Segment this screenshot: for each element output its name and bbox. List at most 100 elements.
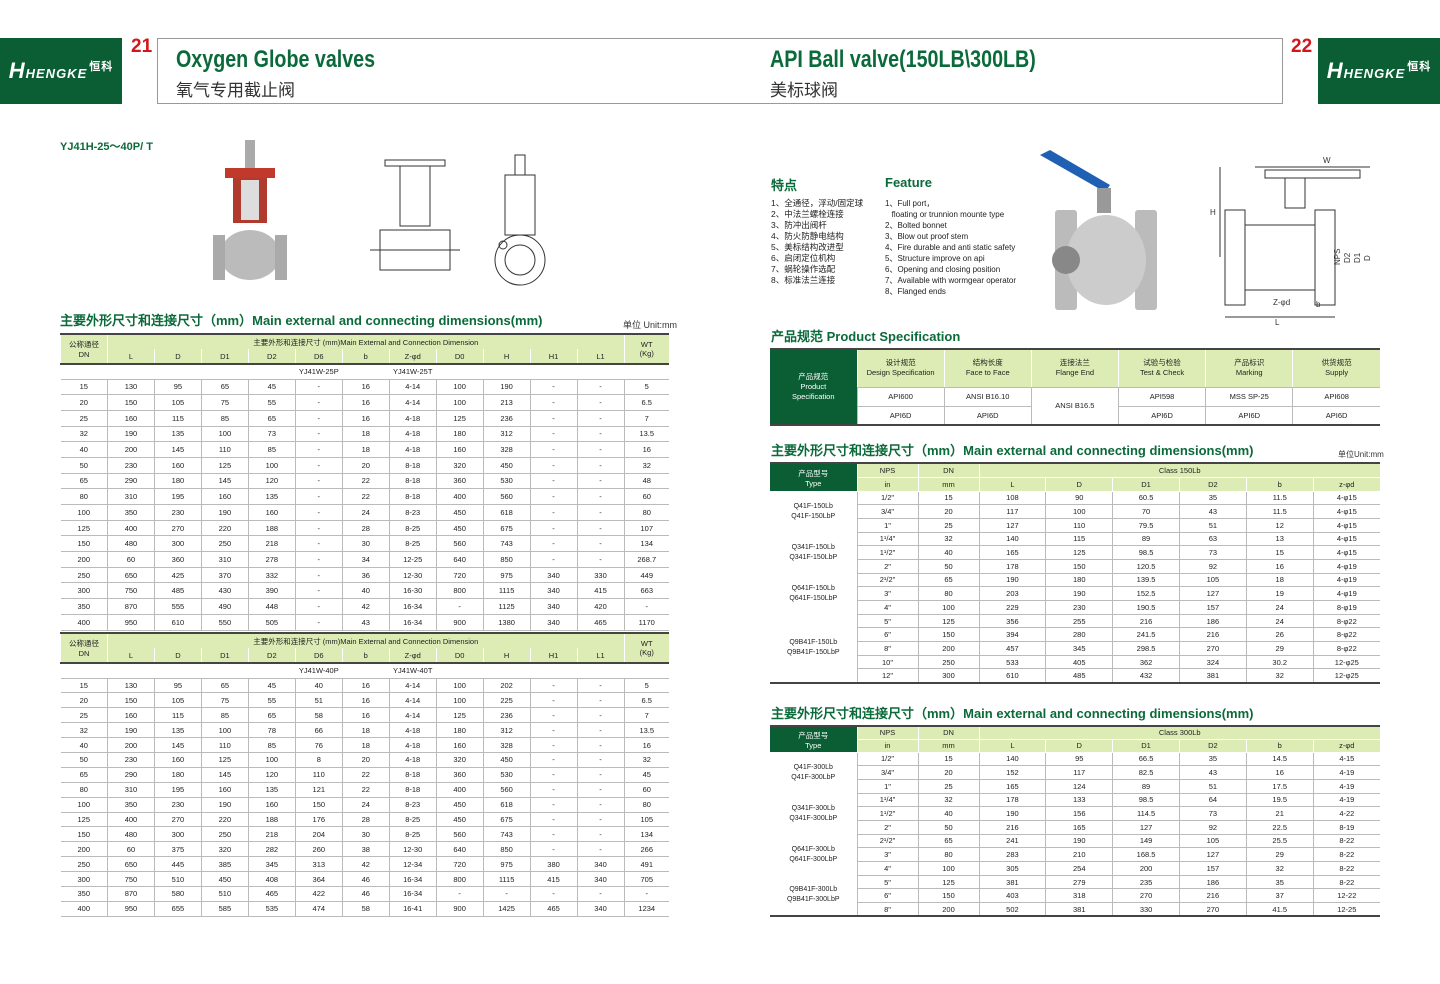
table-cell: 145 bbox=[200, 767, 249, 783]
table-row: 40 200 145 110 85-18 4-18 160 328- -16 bbox=[60, 441, 669, 458]
table-cell: 150 bbox=[107, 394, 155, 411]
table-cell: - bbox=[529, 535, 578, 553]
table-cell: 350 bbox=[60, 886, 108, 902]
table-cell: - bbox=[576, 692, 624, 709]
table-cell: 30 bbox=[341, 535, 390, 553]
table-cell: 100 bbox=[247, 752, 296, 768]
table-cell: 160 bbox=[200, 488, 249, 505]
table-cell: 465 bbox=[529, 901, 578, 917]
table-cell: 36 bbox=[341, 567, 390, 584]
column-header: b bbox=[341, 648, 390, 663]
spec-header: 供货规范 Supply bbox=[1292, 349, 1380, 388]
table-cell: 870 bbox=[107, 886, 155, 902]
ball-valve-drawing: W H L Z-φd b NPS D2 D1 D bbox=[1210, 156, 1372, 325]
table-cell: 100 bbox=[435, 678, 484, 694]
table-cell: 32 bbox=[917, 532, 979, 547]
features-en-list: 1、Full port， floating or trunnion mounte… bbox=[885, 198, 1016, 297]
table-cell: 34 bbox=[341, 551, 390, 568]
table-cell: 25 bbox=[917, 779, 979, 794]
type-name: Q641F-150LbP bbox=[789, 594, 838, 602]
table-cell: 100 bbox=[917, 861, 979, 876]
table-cell: 340 bbox=[576, 856, 624, 873]
table-cell: 4-18 bbox=[388, 441, 437, 458]
table-cell: 40 bbox=[294, 678, 343, 694]
table-row: 300 750 510 450 408 364 46 16-34 800 1115 415 340 70… bbox=[60, 871, 669, 887]
table-row: 100 350 230 190 160 150 24 8-23 450 618- -80 bbox=[60, 797, 669, 813]
table-cell: 975 bbox=[482, 856, 531, 873]
table-cell: 65 bbox=[917, 573, 979, 588]
table-cell: 28 bbox=[341, 812, 390, 828]
table-cell: 14.5 bbox=[1245, 752, 1314, 767]
table-cell: 430 bbox=[200, 582, 249, 600]
table-cell: 16 bbox=[341, 379, 390, 396]
table-cell: 260 bbox=[294, 841, 343, 858]
table-cell: 510 bbox=[153, 871, 202, 887]
feature-en-item: 1、Full port， bbox=[885, 199, 935, 208]
table-cell: 8-25 bbox=[388, 520, 437, 537]
table-cell: 12-25 bbox=[388, 551, 437, 568]
column-header: H bbox=[482, 648, 531, 663]
feature-cn-item: 3、防冲出阀杆 bbox=[771, 220, 827, 230]
table-cell: 89 bbox=[1112, 779, 1180, 794]
table-cell: 364 bbox=[294, 871, 343, 887]
table-cell: 120.5 bbox=[1112, 559, 1180, 574]
table-cell: 46 bbox=[341, 886, 390, 902]
table-row: 200 60 375 320 282 260 38 12-30 640 850- -266 bbox=[60, 841, 669, 858]
product-spec-table: 产品规范 Product Specification 设计规范 Design Spec… bbox=[770, 348, 1380, 426]
table-row: 125 400 270 220 188-28 8-25 450 675- -107 bbox=[60, 520, 669, 537]
table-cell: 20 bbox=[341, 752, 390, 768]
table-cell: - bbox=[529, 426, 578, 443]
dim-h: H bbox=[1210, 208, 1216, 217]
table-cell: 266 bbox=[623, 841, 669, 858]
table-cell: 8-22 bbox=[1312, 875, 1380, 890]
table-row: Q641F-150Lb Q641F-150LbP 2¹/2" 65 190 180 139.… bbox=[770, 573, 1380, 602]
table-cell: 76 bbox=[294, 737, 343, 753]
column-header: L bbox=[107, 648, 155, 663]
table-cell: 165 bbox=[978, 545, 1046, 560]
table-cell: 313 bbox=[294, 856, 343, 873]
table-cell: - bbox=[294, 551, 343, 568]
table-cell: 24 bbox=[341, 504, 390, 521]
table-row: 65 290 180 145 120 110 22 8-18 360 530- -45 bbox=[60, 767, 669, 783]
type-name: Q41F-300LbP bbox=[791, 773, 836, 781]
table-cell: 310 bbox=[200, 551, 249, 568]
table-cell: 381 bbox=[1178, 668, 1247, 684]
table-row: 15 130 95 65 45-16 4-14 100 190- -5 bbox=[60, 379, 669, 396]
table-cell: 360 bbox=[435, 473, 484, 490]
table-cell: 300 bbox=[917, 668, 979, 684]
table-cell: 950 bbox=[107, 614, 155, 631]
table-cell: 186 bbox=[1178, 614, 1247, 629]
table-cell: 381 bbox=[978, 875, 1046, 890]
table-cell: 328 bbox=[482, 441, 531, 458]
table-cell: 24 bbox=[1245, 600, 1314, 615]
table-cell: - bbox=[576, 394, 624, 411]
table-row: 1¹/2" 40 190 156 114.5 73 21 4-22 bbox=[770, 806, 1380, 821]
table-cell: 160 bbox=[247, 504, 296, 521]
left-subtitle: 氧气专用截止阀 bbox=[176, 81, 295, 100]
table-cell: 165 bbox=[1045, 820, 1113, 835]
table-row: 6" 150 403 318 270 216 37 12-22 bbox=[770, 888, 1380, 904]
table-cell: 850 bbox=[482, 551, 531, 568]
table-cell: 100 bbox=[60, 504, 108, 521]
table-cell: 340 bbox=[529, 614, 578, 631]
table-row: Q341F-300Lb Q341F-300LbP 1¹/4" 32 178 133 98.5… bbox=[770, 793, 1380, 822]
table-cell: 502 bbox=[978, 902, 1046, 917]
table-cell: 332 bbox=[247, 567, 296, 584]
globe-valve-photo bbox=[213, 140, 287, 280]
spec-cell: API598 bbox=[1117, 387, 1206, 407]
table-cell: 20 bbox=[917, 504, 979, 519]
table-cell: 720 bbox=[435, 567, 484, 584]
table-cell: 50 bbox=[60, 457, 108, 474]
model-cell bbox=[154, 663, 201, 678]
table-cell: 21 bbox=[1245, 806, 1314, 821]
table-cell: 457 bbox=[978, 641, 1046, 656]
table-cell: 120 bbox=[247, 473, 296, 490]
table-cell: - bbox=[576, 504, 624, 521]
table-cell: - bbox=[529, 504, 578, 521]
model-cell: YJ41W-40P bbox=[298, 666, 339, 676]
column-header: b bbox=[1245, 739, 1314, 753]
table-cell: 30 bbox=[341, 826, 390, 843]
table-cell: 50 bbox=[917, 559, 979, 574]
table-cell: 310 bbox=[107, 488, 155, 505]
table-cell: 4-18 bbox=[388, 752, 437, 768]
